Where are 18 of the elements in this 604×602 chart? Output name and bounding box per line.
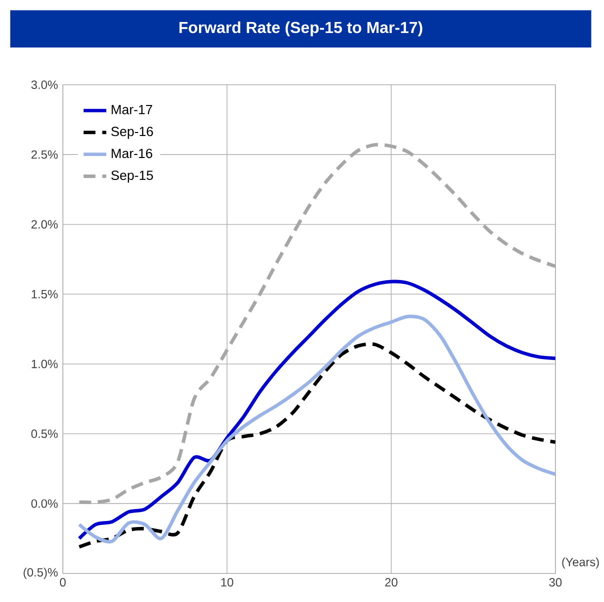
legend-label: Mar-16 [112,148,152,158]
legend-label: Mar-17 [112,104,152,114]
legend-label: Sep-15 [111,170,153,182]
chart-title: Forward Rate (Sep-15 to Mar-17) [179,21,422,36]
legend-label: Sep-16 [111,126,153,139]
y-tick-label: 2.0% [31,220,58,228]
x-tick-label: 0 [60,578,66,586]
y-tick-label: (0.5)% [24,568,58,579]
y-tick-label: 0.5% [31,429,58,438]
y-tick-label: 3.0% [31,80,58,89]
x-tick-label: 10 [221,578,234,586]
x-axis-title: (Years) [562,557,599,569]
y-tick-label: 1.5% [32,290,58,298]
y-tick-label: 1.0% [32,360,58,368]
x-tick-label: 20 [385,578,398,586]
y-tick-label: 2.5% [31,150,58,159]
x-tick-label: 30 [549,578,562,586]
y-tick-label: 0.0% [31,499,58,508]
